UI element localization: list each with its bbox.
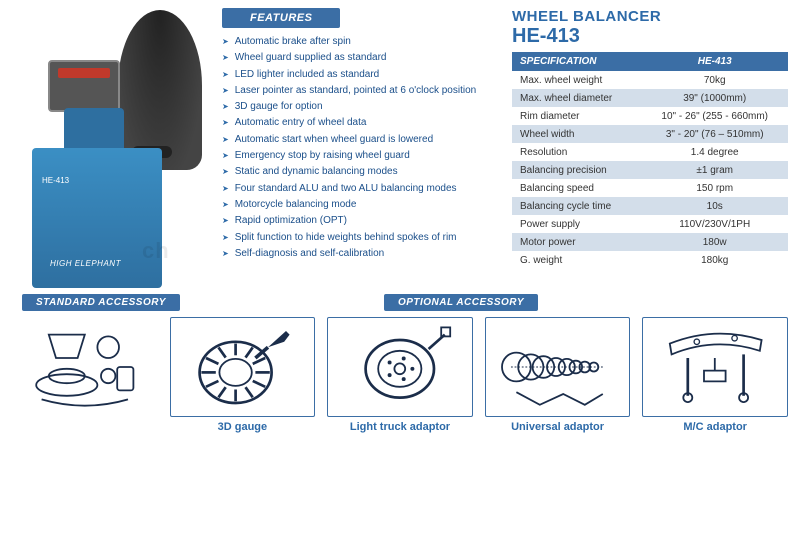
spec-header-right: HE-413 <box>641 52 788 71</box>
accessory-caption: Universal adaptor <box>511 421 604 433</box>
spec-key: Motor power <box>512 233 641 251</box>
spec-row: Rim diameter10" - 26" (255 - 660mm) <box>512 107 788 125</box>
features-list: Automatic brake after spin Wheel guard su… <box>222 36 502 260</box>
optional-accessory-label: OPTIONAL ACCESSORY <box>384 294 538 311</box>
spec-row: Balancing cycle time10s <box>512 197 788 215</box>
spec-key: Max. wheel weight <box>512 71 641 89</box>
feature-item: Wheel guard supplied as standard <box>222 52 502 65</box>
spec-value: 3" - 20" (76 – 510mm) <box>641 125 788 143</box>
standard-accessory-label: STANDARD ACCESSORY <box>22 294 180 311</box>
machine-column <box>64 108 124 148</box>
feature-item: Automatic brake after spin <box>222 36 502 49</box>
accessory-caption: 3D gauge <box>218 421 268 433</box>
spec-key: Rim diameter <box>512 107 641 125</box>
spec-row: Power supply110V/230V/1PH <box>512 215 788 233</box>
feature-item: Static and dynamic balancing modes <box>222 166 502 179</box>
spec-key: Wheel width <box>512 125 641 143</box>
spec-value: 70kg <box>641 71 788 89</box>
spec-key: G. weight <box>512 251 641 269</box>
model-label-on-body: HE-413 <box>42 176 69 185</box>
feature-item: Split function to hide weights behind sp… <box>222 232 502 245</box>
wheel-balancer-illustration: HE-413 HIGH ELEPHANT <box>12 8 212 288</box>
spec-key: Balancing precision <box>512 161 641 179</box>
spec-row: Motor power180w <box>512 233 788 251</box>
spec-value: 39" (1000mm) <box>641 89 788 107</box>
spec-value: 10s <box>641 197 788 215</box>
accessory-caption: Light truck adaptor <box>350 421 450 433</box>
spec-header-left: SPECIFICATION <box>512 52 641 71</box>
product-model: HE-413 <box>512 25 788 48</box>
product-title: WHEEL BALANCER <box>512 8 788 25</box>
feature-item: Automatic entry of wheel data <box>222 117 502 130</box>
spec-table: SPECIFICATION HE-413 Max. wheel weight70… <box>512 52 788 269</box>
spec-row: Max. wheel weight70kg <box>512 71 788 89</box>
accessory-illustration <box>485 317 631 417</box>
accessory-card: 3D gauge <box>170 317 316 433</box>
spec-row: Wheel width3" - 20" (76 – 510mm) <box>512 125 788 143</box>
spec-key: Balancing speed <box>512 179 641 197</box>
feature-item: Automatic start when wheel guard is lowe… <box>222 134 502 147</box>
spec-value: 10" - 26" (255 - 660mm) <box>641 107 788 125</box>
spec-value: 110V/230V/1PH <box>641 215 788 233</box>
accessory-card <box>12 317 158 433</box>
brand-label-on-body: HIGH ELEPHANT <box>50 259 121 268</box>
accessory-illustration <box>12 317 158 417</box>
feature-item: Emergency stop by raising wheel guard <box>222 150 502 163</box>
accessory-card: M/C adaptor <box>642 317 788 433</box>
product-image: HE-413 HIGH ELEPHANT ch <box>12 8 212 288</box>
watermark-text: ch <box>142 238 170 264</box>
feature-item: Laser pointer as standard, pointed at 6 … <box>222 85 502 98</box>
spec-value: 150 rpm <box>641 179 788 197</box>
spec-row: G. weight180kg <box>512 251 788 269</box>
feature-item: Motorcycle balancing mode <box>222 199 502 212</box>
spec-row: Balancing precision±1 gram <box>512 161 788 179</box>
spec-key: Power supply <box>512 215 641 233</box>
spec-row: Resolution1.4 degree <box>512 143 788 161</box>
features-heading: FEATURES <box>222 8 340 28</box>
spec-key: Balancing cycle time <box>512 197 641 215</box>
accessory-illustration <box>170 317 316 417</box>
feature-item: 3D gauge for option <box>222 101 502 114</box>
feature-item: Four standard ALU and two ALU balancing … <box>222 183 502 196</box>
accessory-card: Universal adaptor <box>485 317 631 433</box>
top-section: HE-413 HIGH ELEPHANT ch FEATURES Automat… <box>0 0 800 292</box>
spec-key: Max. wheel diameter <box>512 89 641 107</box>
accessory-caption: M/C adaptor <box>683 421 747 433</box>
spec-value: ±1 gram <box>641 161 788 179</box>
spec-key: Resolution <box>512 143 641 161</box>
accessory-illustration <box>642 317 788 417</box>
feature-item: LED lighter included as standard <box>222 69 502 82</box>
spec-value: 180w <box>641 233 788 251</box>
control-display <box>48 60 120 112</box>
spec-row: Balancing speed150 rpm <box>512 179 788 197</box>
spec-row: Max. wheel diameter39" (1000mm) <box>512 89 788 107</box>
machine-base: HE-413 HIGH ELEPHANT <box>32 148 162 288</box>
spec-value: 1.4 degree <box>641 143 788 161</box>
accessory-card: Light truck adaptor <box>327 317 473 433</box>
features-column: FEATURES Automatic brake after spin Wheel… <box>222 8 502 288</box>
spec-column: WHEEL BALANCER HE-413 SPECIFICATION HE-4… <box>512 8 788 288</box>
feature-item: Rapid optimization (OPT) <box>222 215 502 228</box>
accessory-row: 3D gauge Light truck adaptor Universal ada… <box>0 311 800 433</box>
spec-value: 180kg <box>641 251 788 269</box>
accessory-labels-row: STANDARD ACCESSORY OPTIONAL ACCESSORY <box>0 294 800 311</box>
accessory-illustration <box>327 317 473 417</box>
feature-item: Self-diagnosis and self-calibration <box>222 248 502 261</box>
